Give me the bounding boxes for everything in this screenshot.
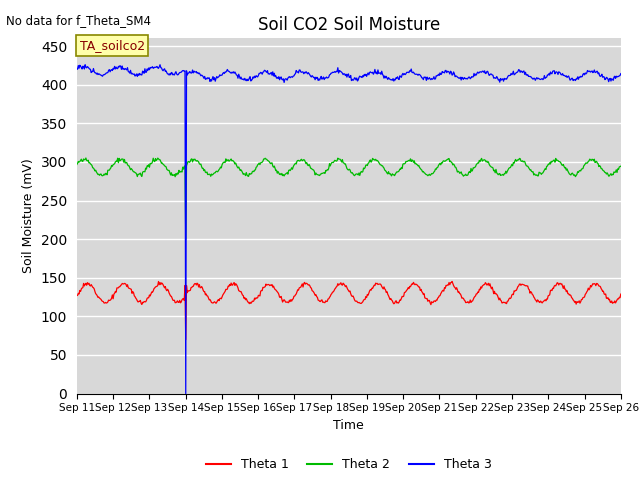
Theta 2 <box>73 162 81 168</box>
Theta 3 <box>617 71 625 76</box>
Line: Theta 2: Theta 2 <box>77 158 621 239</box>
Theta 1 <box>73 293 81 299</box>
Theta 3 <box>73 66 81 72</box>
Theta 1 <box>83 282 90 288</box>
Theta 3 <box>224 68 232 74</box>
Theta 2 <box>182 236 189 242</box>
Theta 3 <box>84 64 92 70</box>
Theta 3 <box>140 69 147 75</box>
Theta 3 <box>433 73 440 79</box>
Title: Soil CO2 Soil Moisture: Soil CO2 Soil Moisture <box>258 16 440 34</box>
Theta 2 <box>417 166 424 171</box>
Theta 1 <box>182 336 189 342</box>
Theta 1 <box>431 299 439 304</box>
Line: Theta 3: Theta 3 <box>77 65 621 394</box>
Theta 2 <box>224 157 232 163</box>
Text: TA_soilco2: TA_soilco2 <box>79 39 145 52</box>
Theta 2 <box>82 155 90 161</box>
Theta 2 <box>433 167 440 172</box>
Theta 2 <box>84 158 92 164</box>
Theta 3 <box>417 72 424 78</box>
Theta 1 <box>223 286 231 292</box>
Theta 1 <box>139 300 147 305</box>
X-axis label: Time: Time <box>333 419 364 432</box>
Theta 3 <box>182 391 189 396</box>
Theta 3 <box>81 62 89 68</box>
Theta 1 <box>617 291 625 297</box>
Line: Theta 1: Theta 1 <box>77 281 621 339</box>
Theta 2 <box>617 163 625 169</box>
Theta 1 <box>416 284 424 290</box>
Theta 2 <box>140 169 147 175</box>
Y-axis label: Soil Moisture (mV): Soil Moisture (mV) <box>22 158 35 274</box>
Legend: Theta 1, Theta 2, Theta 3: Theta 1, Theta 2, Theta 3 <box>201 453 497 476</box>
Theta 2 <box>196 161 204 167</box>
Theta 1 <box>195 284 202 290</box>
Text: No data for f_Theta_SM4: No data for f_Theta_SM4 <box>6 14 152 27</box>
Theta 1 <box>448 278 456 284</box>
Theta 3 <box>196 70 204 76</box>
